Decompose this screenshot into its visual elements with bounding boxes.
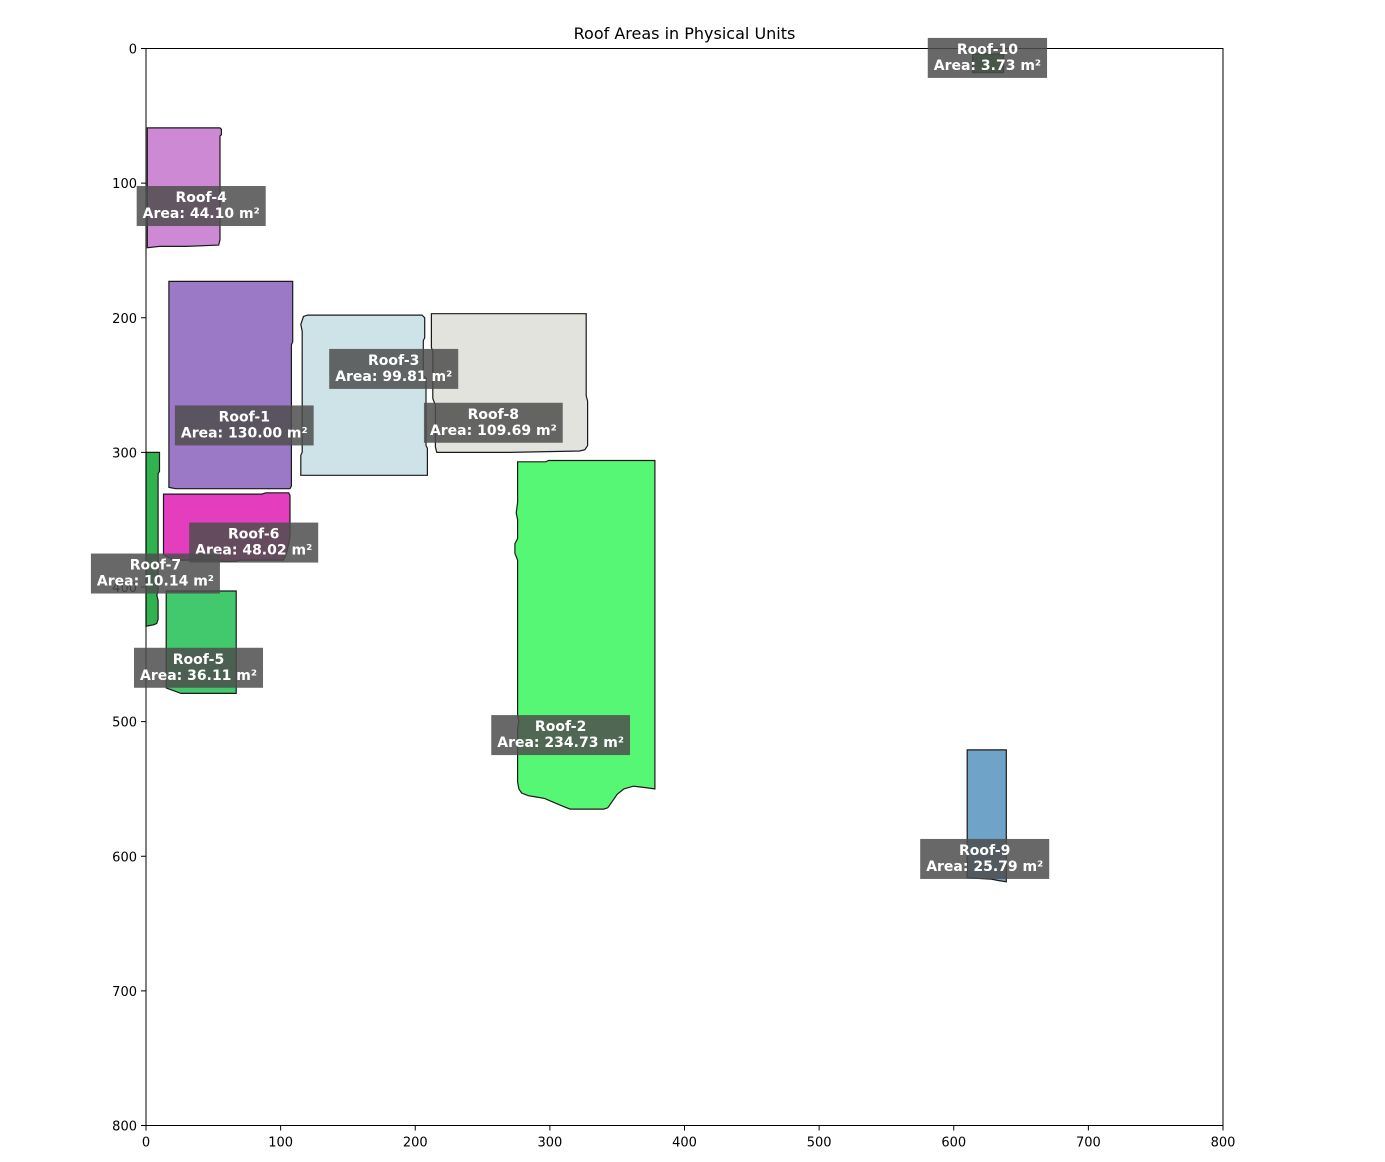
roof-area-label: Area: 234.73 m² (497, 735, 624, 751)
roof-area-label: Area: 48.02 m² (195, 543, 312, 559)
x-tick-label: 100 (268, 1136, 293, 1151)
roof-name-label: Roof-2 (535, 719, 586, 735)
y-tick-label: 100 (112, 177, 137, 192)
x-tick-label: 600 (941, 1136, 966, 1151)
roof-area-label: Area: 10.14 m² (97, 574, 214, 590)
x-axis: 0 100 200 300 400 500 600 700 800 (142, 1125, 1236, 1151)
x-tick-label: 800 (1211, 1136, 1236, 1151)
roof-polygon-roof-1 (168, 280, 294, 490)
roof-polygons (145, 53, 1007, 883)
roof-label-box (174, 405, 314, 446)
roof-area-label: Area: 130.00 m² (181, 425, 308, 441)
roof-polygon-roof-7 (145, 451, 161, 627)
y-tick-label: 800 (112, 1120, 137, 1135)
roof-area-label: Area: 44.10 m² (143, 206, 260, 222)
roof-label-box (136, 186, 266, 227)
roof-name-label: Roof-5 (173, 652, 224, 668)
roof-label-box (423, 402, 563, 443)
x-tick-label: 300 (537, 1136, 562, 1151)
roof-label-box (491, 715, 631, 756)
roof-name-label: Roof-3 (368, 353, 419, 369)
y-tick-label: 300 (112, 446, 137, 461)
plot-frame (145, 48, 1224, 1126)
roof-area-label: Area: 99.81 m² (335, 369, 452, 385)
y-tick-label: 500 (112, 716, 137, 731)
y-tick-label: 200 (112, 312, 137, 327)
roof-polygon-roof-2 (514, 459, 656, 810)
x-tick-label: 500 (807, 1136, 832, 1151)
roof-name-label: Roof-10 (957, 42, 1018, 58)
roof-name-label: Roof-7 (130, 558, 181, 574)
roof-area-label: Area: 3.73 m² (934, 58, 1041, 74)
y-tick-label: 700 (112, 985, 137, 1000)
roof-label-box (90, 553, 220, 594)
chart-title: Roof Areas in Physical Units (574, 24, 796, 43)
roof-area-label: Area: 109.69 m² (430, 423, 557, 439)
roof-label-box (133, 647, 264, 688)
x-tick-label: 200 (403, 1136, 428, 1151)
x-tick-label: 0 (142, 1136, 150, 1151)
roof-name-label: Roof-4 (175, 190, 227, 206)
roof-area-label: Area: 36.11 m² (140, 668, 257, 684)
roof-name-label: Roof-8 (468, 407, 519, 423)
roof-label-box (920, 838, 1050, 879)
y-tick-label: 600 (112, 850, 137, 865)
roof-label-box (927, 37, 1048, 78)
roof-polygon-roof-3 (300, 314, 428, 476)
roof-name-label: Roof-9 (959, 843, 1010, 859)
x-tick-label: 400 (672, 1136, 697, 1151)
roof-name-label: Roof-1 (219, 409, 270, 425)
roof-label-box (329, 348, 459, 389)
x-tick-label: 700 (1076, 1136, 1101, 1151)
roof-area-label: Area: 25.79 m² (926, 859, 1043, 875)
roof-name-label: Roof-6 (228, 527, 279, 543)
y-tick-label: 0 (129, 43, 137, 58)
